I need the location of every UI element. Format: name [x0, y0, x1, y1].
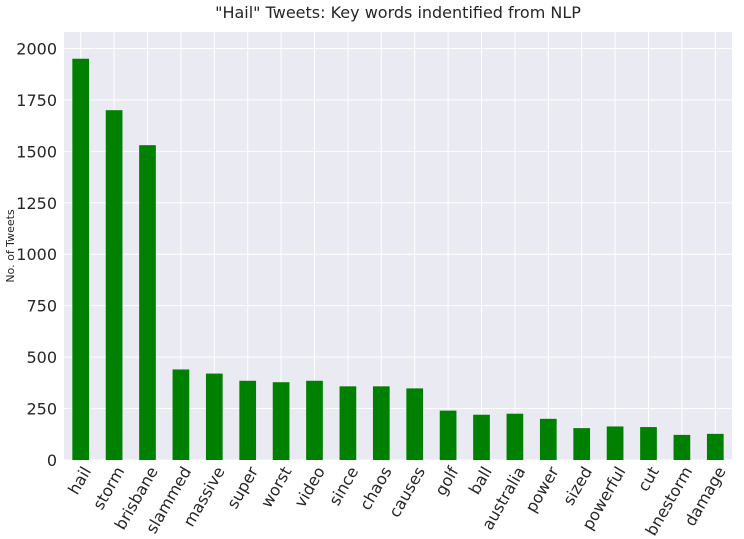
- y-tick-label: 1250: [16, 194, 57, 213]
- bar-ball: [473, 414, 490, 460]
- x-tick-label: hail: [64, 463, 95, 497]
- bar-hail: [72, 58, 90, 460]
- bar-brisbane: [139, 145, 156, 460]
- y-tick-label: 1500: [16, 142, 57, 161]
- x-tick-label: ball: [465, 463, 496, 497]
- bars: [72, 58, 724, 460]
- bar-massive: [205, 373, 223, 460]
- y-tick-label: 500: [26, 348, 57, 367]
- y-tick-label: 1750: [16, 91, 57, 110]
- x-tick-label: cut: [634, 463, 663, 494]
- bar-chaos: [372, 386, 390, 460]
- bar-powerful: [606, 426, 624, 460]
- y-tick-label: 0: [47, 451, 57, 470]
- bar-storm: [105, 110, 123, 460]
- y-tick-label: 250: [26, 400, 57, 419]
- bar-video: [306, 380, 323, 460]
- bar-causes: [406, 388, 424, 460]
- x-tick-label: worst: [257, 463, 295, 511]
- bar-damage: [706, 433, 724, 460]
- x-tick-label: super: [223, 463, 262, 512]
- bar-since: [339, 386, 357, 460]
- x-tick-label: power: [521, 463, 562, 516]
- y-tick-labels: 0 250 500 750 1000 1250 1500 1750 2000: [16, 39, 57, 470]
- bar-super: [239, 380, 257, 460]
- bar-cut: [640, 427, 657, 460]
- bar-golf: [439, 410, 457, 460]
- x-tick-labels: hailstormbrisbaneslammedmassivesuperwors…: [64, 463, 729, 539]
- bar-sized: [573, 428, 591, 460]
- plot-area: [64, 32, 732, 460]
- bar-slammed: [172, 369, 190, 460]
- x-tick-label: golf: [431, 463, 463, 499]
- chart-title: "Hail" Tweets: Key words indentified fro…: [215, 3, 581, 22]
- y-tick-label: 2000: [16, 39, 57, 58]
- bar-australia: [506, 413, 524, 460]
- bar-worst: [272, 382, 290, 460]
- y-tick-label: 1000: [16, 245, 57, 264]
- bar-power: [539, 418, 557, 460]
- x-tick-label: video: [291, 463, 329, 510]
- y-tick-label: 750: [26, 297, 57, 316]
- bar-bnestorm: [673, 434, 691, 460]
- y-axis-label: No. of Tweets: [4, 209, 17, 283]
